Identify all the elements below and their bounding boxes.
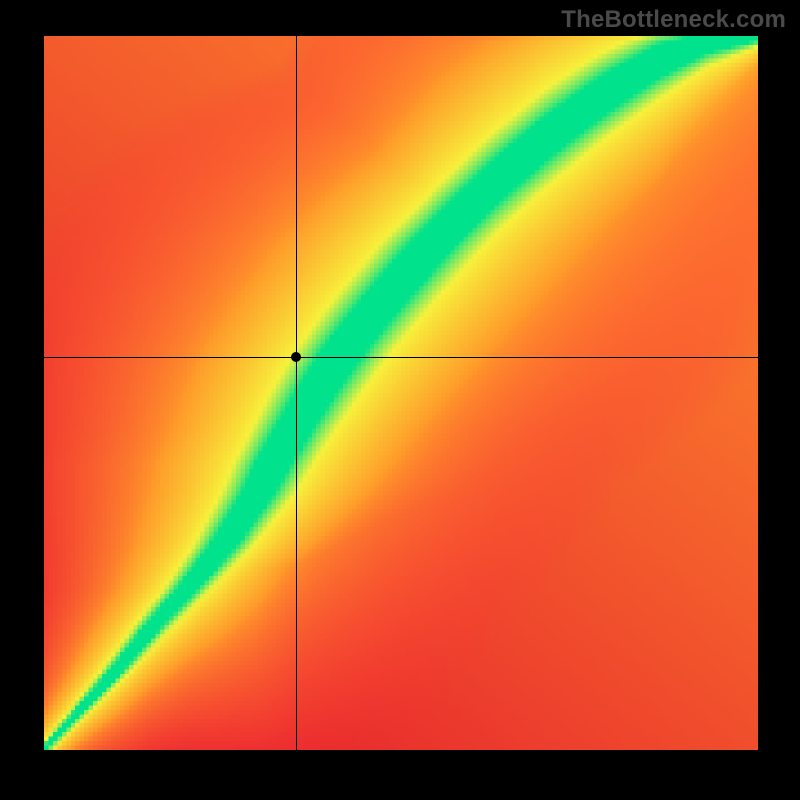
crosshair-horizontal <box>44 357 758 358</box>
heatmap-canvas <box>44 36 758 750</box>
page-root: TheBottleneck.com <box>0 0 800 800</box>
watermark-text: TheBottleneck.com <box>561 6 786 34</box>
crosshair-vertical <box>296 36 297 750</box>
plot-area <box>44 36 758 750</box>
crosshair-marker <box>291 352 301 362</box>
